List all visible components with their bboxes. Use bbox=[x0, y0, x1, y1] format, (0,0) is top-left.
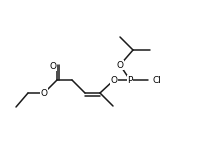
Text: Cl: Cl bbox=[152, 76, 161, 84]
Text: O: O bbox=[116, 60, 123, 69]
Text: P: P bbox=[127, 76, 132, 84]
Text: O: O bbox=[110, 76, 117, 84]
Text: O: O bbox=[49, 61, 56, 70]
Text: O: O bbox=[40, 88, 47, 98]
